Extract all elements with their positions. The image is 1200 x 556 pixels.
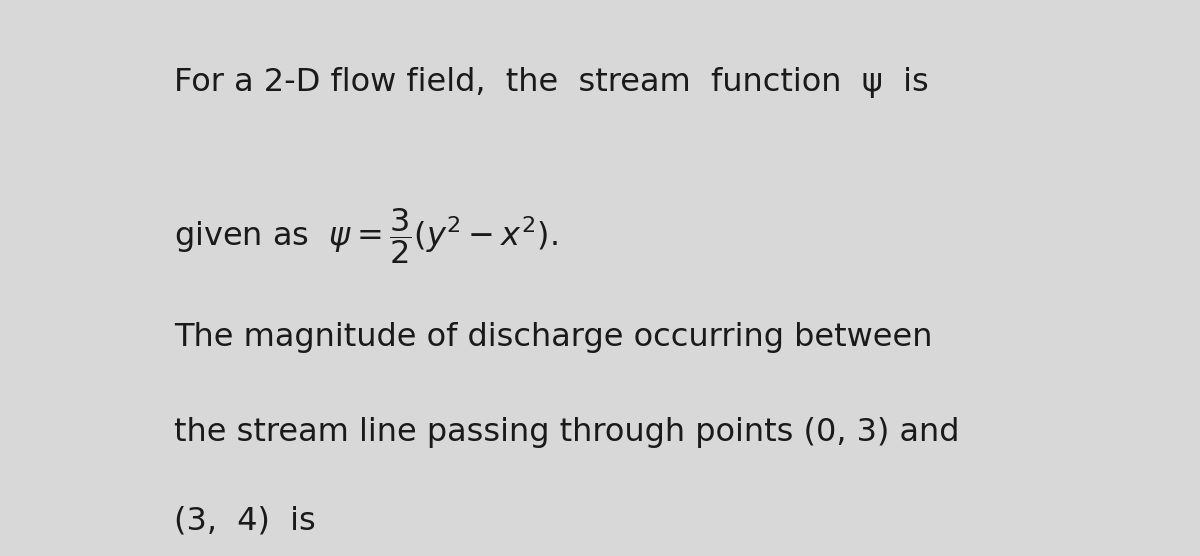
Polygon shape [0, 322, 144, 556]
Polygon shape [0, 361, 156, 556]
Polygon shape [0, 0, 156, 556]
Text: the stream line passing through points (0, 3) and: the stream line passing through points (… [174, 417, 960, 448]
Text: The magnitude of discharge occurring between: The magnitude of discharge occurring bet… [174, 322, 932, 354]
Text: given as  $\psi = \dfrac{3}{2}(y^2 - x^2).$: given as $\psi = \dfrac{3}{2}(y^2 - x^2)… [174, 206, 558, 266]
Text: For a 2-D flow field,  the  stream  function  ψ  is: For a 2-D flow field, the stream functio… [174, 67, 929, 98]
Text: (3,  4)  is: (3, 4) is [174, 506, 316, 537]
